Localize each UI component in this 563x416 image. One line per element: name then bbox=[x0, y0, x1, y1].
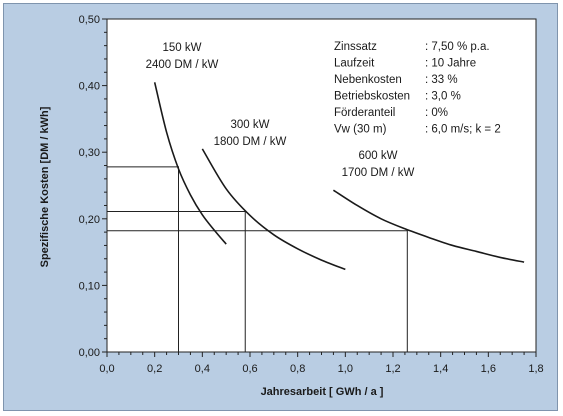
series-label-2-line-1: 300 kW bbox=[231, 119, 270, 131]
y-tick-label: 0,50 bbox=[79, 14, 100, 26]
x-tick-label: 0,4 bbox=[195, 363, 210, 375]
param-label: Zinssatz bbox=[334, 41, 377, 53]
param-value: : 6,0 m/s; k = 2 bbox=[425, 124, 501, 136]
x-tick-label: 1,2 bbox=[385, 363, 400, 375]
curve-300-kw bbox=[201, 148, 346, 271]
series-label-3-line-1: 600 kW bbox=[359, 150, 398, 162]
param-label: Vw (30 m) bbox=[334, 124, 387, 136]
x-axis-label: Jahresarbeit [ GWh / a ] bbox=[261, 386, 384, 398]
param-value: : 3,0 % bbox=[425, 91, 461, 103]
series-label-1-line-1: 150 kW bbox=[163, 42, 202, 54]
x-tick-label: 0,2 bbox=[147, 363, 162, 375]
param-label: Betriebskosten bbox=[334, 91, 410, 103]
x-tick-label: 1,8 bbox=[528, 363, 543, 375]
reference-line-3 bbox=[107, 230, 408, 352]
curve-600-kw bbox=[332, 189, 525, 263]
y-tick-label: 0,10 bbox=[79, 280, 100, 292]
param-value: : 0% bbox=[425, 107, 448, 119]
param-label: Förderanteil bbox=[334, 107, 395, 119]
x-tick-label: 1,4 bbox=[433, 363, 448, 375]
chart-frame: 0,0 0,2 0,4 0,6 0,8 1,0 1,2 1,4 1,6 1,8 0,00 0,10 0,… bbox=[3, 3, 558, 411]
param-label: Nebenkosten bbox=[334, 74, 402, 86]
chart-svg: 0,0 0,2 0,4 0,6 0,8 1,0 1,2 1,4 1,6 1,8 0,00 0,10 0,… bbox=[39, 14, 544, 398]
param-value: : 33 % bbox=[425, 74, 458, 86]
x-tick-label: 1,0 bbox=[338, 363, 353, 375]
x-tick-label: 0,0 bbox=[99, 363, 114, 375]
y-tick-label: 0,00 bbox=[79, 347, 100, 359]
y-tick-label: 0,30 bbox=[79, 147, 100, 159]
param-value: : 7,50 % p.a. bbox=[425, 41, 490, 53]
curve-150-kw bbox=[153, 82, 227, 245]
x-tick-label: 1,6 bbox=[481, 363, 496, 375]
param-value: : 10 Jahre bbox=[425, 58, 476, 70]
x-tick-label: 0,8 bbox=[290, 363, 305, 375]
x-tick-label: 0,6 bbox=[242, 363, 257, 375]
y-tick-label: 0,20 bbox=[79, 214, 100, 226]
series-label-2-line-2: 1800 DM / kW bbox=[214, 136, 287, 148]
y-axis-label: Spezifische Kosten [DM / kWh] bbox=[39, 106, 51, 267]
series-label-1-line-2: 2400 DM / kW bbox=[146, 59, 219, 71]
y-tick-label: 0,40 bbox=[79, 81, 100, 93]
param-label: Laufzeit bbox=[334, 58, 375, 70]
series-label-3-line-2: 1700 DM / kW bbox=[342, 167, 415, 179]
